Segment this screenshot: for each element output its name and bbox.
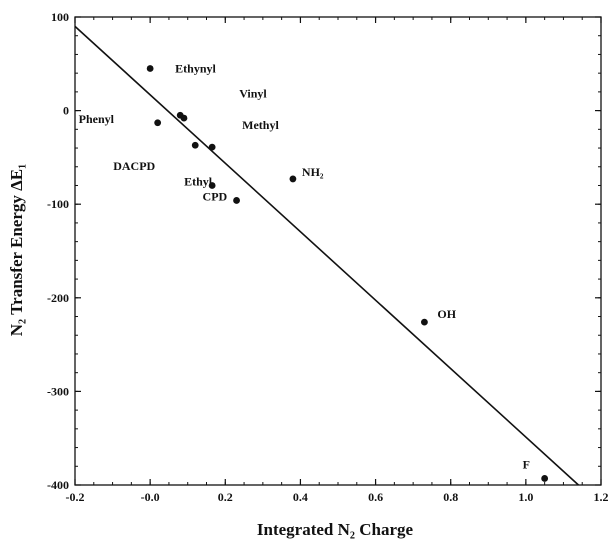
point-label: Vinyl bbox=[239, 86, 267, 100]
x-axis-ticks: -0.2 -0.0 0.2 0.4 0.6 0.8 1.0 1.2 bbox=[66, 17, 609, 504]
x-tick-label: -0.2 bbox=[66, 490, 85, 504]
data-point bbox=[208, 143, 216, 151]
point-label: F bbox=[523, 457, 530, 471]
plot-frame bbox=[74, 16, 602, 486]
data-point bbox=[146, 65, 154, 72]
y-tick-label: 0 bbox=[63, 104, 69, 118]
data-point bbox=[191, 141, 199, 149]
data-point bbox=[289, 175, 297, 183]
y-axis-ticks: 100 0 -100 -200 -300 -400 bbox=[47, 10, 601, 492]
y-axis-title: N₂ Transfer Energy ΔE₁ bbox=[7, 164, 26, 336]
data-point bbox=[180, 114, 188, 122]
x-tick-label: 0.8 bbox=[443, 490, 458, 504]
data-point bbox=[233, 197, 240, 204]
regression-line-group bbox=[74, 25, 579, 486]
x-tick-label: -0.0 bbox=[141, 490, 160, 504]
point-label: NH₂ bbox=[302, 165, 324, 179]
axes bbox=[74, 16, 602, 486]
data-points bbox=[146, 65, 549, 482]
data-point bbox=[541, 475, 549, 482]
x-tick-label: 0.6 bbox=[368, 490, 383, 504]
x-tick-label: 0.2 bbox=[218, 490, 233, 504]
y-tick-label: -300 bbox=[47, 384, 69, 398]
point-label: Ethynyl bbox=[175, 61, 216, 75]
point-label: OH bbox=[437, 307, 456, 321]
regression-line bbox=[74, 25, 579, 486]
y-tick-label: 100 bbox=[51, 10, 69, 24]
data-point bbox=[208, 182, 216, 189]
y-tick-label: -100 bbox=[47, 197, 69, 211]
data-point bbox=[154, 119, 162, 127]
x-tick-label: 1.0 bbox=[518, 490, 533, 504]
x-tick-label: 1.2 bbox=[594, 490, 609, 504]
point-label: CPD bbox=[203, 189, 228, 203]
x-axis-title: Integrated N₂ Charge bbox=[257, 520, 414, 539]
point-label: DACPD bbox=[113, 159, 155, 173]
x-tick-label: 0.4 bbox=[293, 490, 308, 504]
point-label: Methyl bbox=[242, 118, 279, 132]
y-tick-label: -200 bbox=[47, 291, 69, 305]
point-label: Ethyl bbox=[184, 174, 213, 188]
data-point bbox=[421, 318, 428, 326]
y-tick-label: -400 bbox=[47, 478, 69, 492]
point-label: Phenyl bbox=[79, 112, 115, 126]
